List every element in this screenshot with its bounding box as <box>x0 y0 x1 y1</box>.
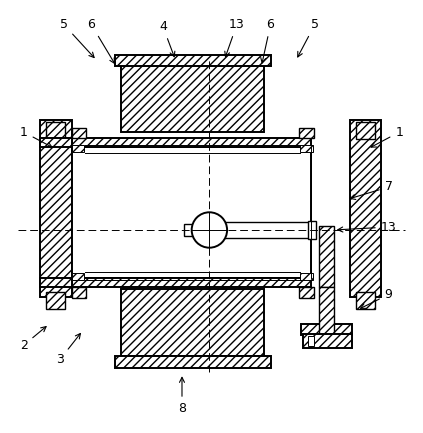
Bar <box>71 145 84 152</box>
Bar <box>40 278 71 288</box>
Bar <box>71 128 86 138</box>
Bar <box>115 55 271 66</box>
Circle shape <box>192 212 227 248</box>
Bar <box>300 145 313 152</box>
Bar <box>300 273 313 280</box>
Text: 2: 2 <box>20 326 46 352</box>
Text: 3: 3 <box>56 333 80 366</box>
Bar <box>46 292 65 309</box>
Bar <box>71 273 84 280</box>
Bar <box>319 226 334 287</box>
Bar <box>356 122 375 139</box>
Bar <box>71 138 311 147</box>
Bar <box>212 222 313 239</box>
Bar <box>71 278 311 288</box>
Bar <box>71 288 86 298</box>
Text: 4: 4 <box>159 20 175 57</box>
Text: 5: 5 <box>298 18 319 57</box>
Bar <box>115 356 271 368</box>
Text: 8: 8 <box>178 377 186 415</box>
Bar <box>299 288 314 298</box>
Text: 13: 13 <box>338 220 396 233</box>
Text: 7: 7 <box>350 181 393 200</box>
Bar <box>308 336 314 346</box>
Text: 1: 1 <box>20 126 52 147</box>
Bar <box>40 138 71 147</box>
Text: 13: 13 <box>225 18 244 57</box>
Bar <box>46 122 65 139</box>
Bar <box>121 289 264 356</box>
Bar <box>319 287 334 336</box>
Bar <box>184 224 212 236</box>
Bar <box>121 65 264 132</box>
Bar <box>40 120 71 297</box>
Bar <box>301 323 352 336</box>
Bar <box>303 334 352 348</box>
Bar <box>356 292 375 309</box>
Bar <box>299 128 314 138</box>
Text: 9: 9 <box>360 288 393 308</box>
Bar <box>350 120 382 297</box>
Bar <box>71 147 311 278</box>
Text: 1: 1 <box>371 126 403 147</box>
Text: 5: 5 <box>60 18 94 58</box>
Text: 6: 6 <box>261 18 275 63</box>
Text: 6: 6 <box>88 18 115 63</box>
Bar <box>308 221 316 239</box>
